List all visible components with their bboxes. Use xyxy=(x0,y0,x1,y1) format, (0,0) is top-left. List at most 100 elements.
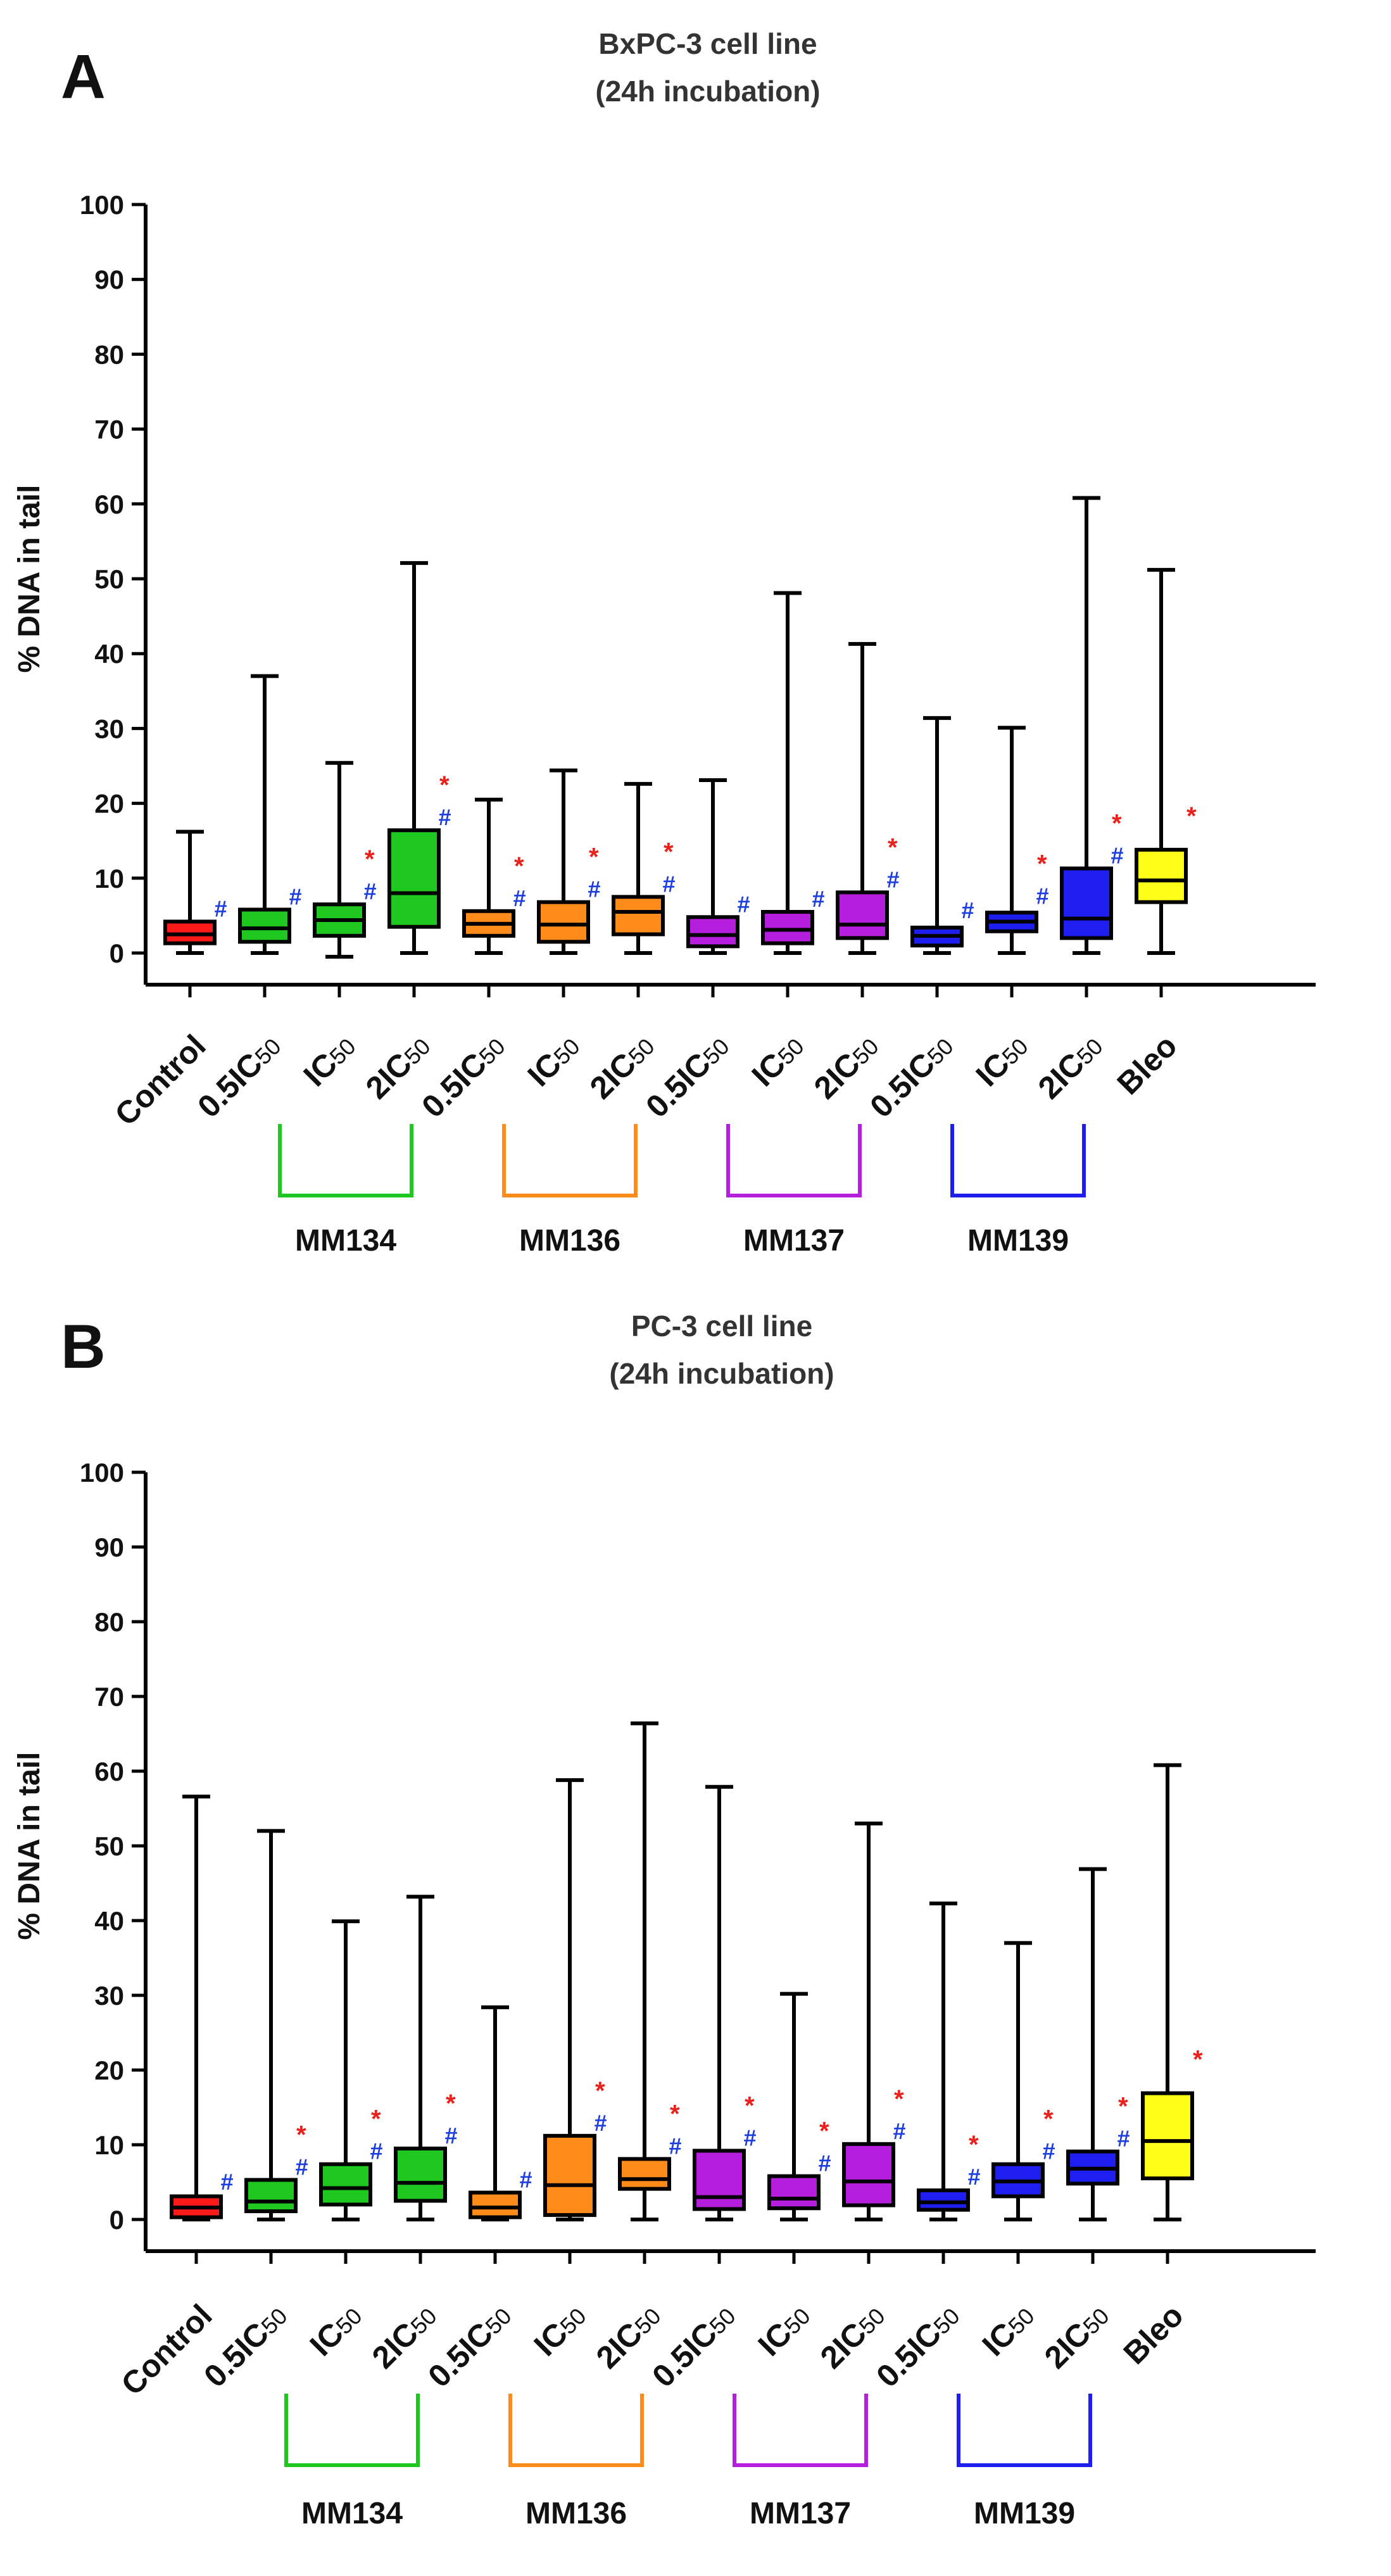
box-5: # xyxy=(469,2005,532,2264)
y-tick-label: 10 xyxy=(94,864,124,893)
x-tick-label: IC50 xyxy=(976,2297,1041,2363)
hash-marker: # xyxy=(594,2110,607,2136)
iqr-box xyxy=(693,2149,746,2211)
hash-marker: # xyxy=(513,885,526,911)
y-tick-label: 30 xyxy=(94,1981,124,2011)
x-tick-label: 0.5IC50 xyxy=(191,1028,287,1124)
y-tick-label: 0 xyxy=(110,2205,124,2235)
group-bracket-mm134 xyxy=(284,2394,420,2467)
iqr-box xyxy=(686,915,740,949)
box-14: * xyxy=(1135,567,1197,997)
hash-marker: # xyxy=(967,2164,980,2190)
iqr-box xyxy=(387,828,441,929)
star-marker: * xyxy=(1118,2093,1128,2121)
x-tick-label: Control xyxy=(115,2297,219,2402)
group-label-mm137: MM137 xyxy=(743,1224,845,1258)
x-tick-label: 2IC50 xyxy=(1038,2297,1116,2375)
y-tick-label: 70 xyxy=(94,1682,124,1712)
iqr-box xyxy=(319,2162,372,2207)
hash-marker: # xyxy=(893,2118,905,2144)
hash-marker: # xyxy=(214,895,227,921)
y-tick-label: 50 xyxy=(94,1831,124,1861)
star-marker: * xyxy=(888,833,898,861)
group-label-mm137: MM137 xyxy=(750,2497,851,2530)
iqr-box xyxy=(244,2178,298,2214)
x-tick-label: IC50 xyxy=(969,1028,1035,1093)
star-marker: * xyxy=(589,843,599,871)
box-8: # xyxy=(686,778,750,997)
panel-letter: B xyxy=(61,1311,106,1381)
group-label-mm139: MM139 xyxy=(974,2497,1075,2530)
group-bracket-mm137 xyxy=(733,2394,868,2467)
group-label-mm139: MM139 xyxy=(967,1224,1069,1258)
star-marker: * xyxy=(446,2090,456,2118)
x-tick-label: Control xyxy=(108,1028,213,1132)
box-5: #* xyxy=(462,797,526,997)
y-tick-label: 60 xyxy=(94,489,124,519)
x-tick-label: Bleo xyxy=(1117,2297,1190,2371)
box-4: #* xyxy=(394,1895,457,2264)
hash-marker: # xyxy=(444,2123,457,2149)
x-tick-label: Bleo xyxy=(1111,1028,1184,1101)
box-10: #* xyxy=(836,641,899,997)
group-bracket-mm139 xyxy=(950,1124,1086,1197)
box-3: #* xyxy=(319,1919,382,2264)
hash-marker: # xyxy=(363,878,376,904)
box-4: #* xyxy=(387,561,451,997)
x-tick-label: 0.5IC50 xyxy=(863,1028,959,1124)
star-marker: * xyxy=(1193,2046,1203,2074)
hash-marker: # xyxy=(1036,883,1048,909)
x-tick-label: IC50 xyxy=(303,2297,368,2363)
hash-marker: # xyxy=(438,804,451,830)
hash-marker: # xyxy=(669,2133,681,2159)
iqr-box xyxy=(1060,866,1113,940)
box-11: # xyxy=(910,716,974,997)
group-label-mm136: MM136 xyxy=(519,1224,620,1258)
y-tick-label: 60 xyxy=(94,1757,124,1786)
star-marker: * xyxy=(819,2118,829,2145)
x-tick-label: IC50 xyxy=(297,1028,362,1093)
y-tick-label: 50 xyxy=(94,564,124,594)
chart-subtitle: (24h incubation) xyxy=(595,75,820,108)
box-13: #* xyxy=(1060,496,1123,997)
hash-marker: # xyxy=(1042,2138,1055,2164)
hash-marker: # xyxy=(588,876,600,902)
y-tick-label: 70 xyxy=(94,415,124,445)
x-tick-label: 0.5IC50 xyxy=(421,2297,517,2394)
hash-marker: # xyxy=(289,883,301,909)
x-tick-label-main: Bleo xyxy=(1117,2297,1190,2371)
chart-subtitle: (24h incubation) xyxy=(609,1357,834,1390)
iqr-box xyxy=(543,2133,596,2217)
star-marker: * xyxy=(664,838,674,866)
hash-marker: # xyxy=(961,897,974,923)
box-1: # xyxy=(170,1795,233,2264)
y-tick-label: 40 xyxy=(94,639,124,669)
box-2: # xyxy=(238,674,301,997)
hash-marker: # xyxy=(295,2154,308,2180)
y-tick-label: 90 xyxy=(94,1532,124,1562)
star-marker: * xyxy=(1043,2106,1054,2133)
box-6: #* xyxy=(537,768,600,997)
y-tick-label: 0 xyxy=(110,938,124,968)
group-label-mm134: MM134 xyxy=(301,2497,403,2530)
star-marker: * xyxy=(371,2106,381,2133)
box-9: # xyxy=(761,591,824,997)
x-tick-label-main: Control xyxy=(108,1028,213,1132)
box-13: #* xyxy=(1066,1867,1130,2264)
group-label-mm136: MM136 xyxy=(526,2497,627,2530)
x-tick-label: 2IC50 xyxy=(1031,1028,1109,1106)
box-2: #* xyxy=(244,1829,308,2264)
iqr-box xyxy=(917,2188,970,2212)
group-bracket-mm134 xyxy=(278,1124,413,1197)
hash-marker: # xyxy=(737,891,750,917)
x-tick-label: IC50 xyxy=(521,1028,586,1093)
iqr-box xyxy=(842,2142,895,2207)
star-marker: * xyxy=(439,771,450,799)
hash-marker: # xyxy=(370,2138,382,2164)
x-tick-label: 0.5IC50 xyxy=(415,1028,511,1124)
x-tick-label: 0.5IC50 xyxy=(639,1028,735,1124)
y-tick-label: 30 xyxy=(94,714,124,743)
chart-title: PC-3 cell line xyxy=(631,1310,812,1342)
y-tick-label: 20 xyxy=(94,2055,124,2085)
x-tick-label: IC50 xyxy=(752,2297,817,2363)
